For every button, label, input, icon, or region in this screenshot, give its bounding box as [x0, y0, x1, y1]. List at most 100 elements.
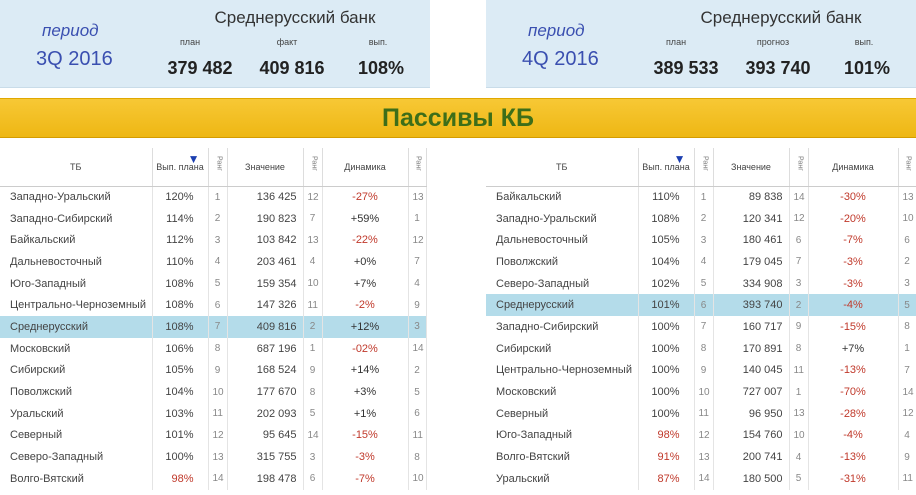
dynamics-cell: -3%	[808, 272, 899, 295]
plan-completion-cell: 108%	[152, 272, 209, 295]
dynamics-rank-cell: 9	[898, 446, 916, 468]
sort-desc-icon[interactable]: ▼	[187, 152, 200, 166]
table-row[interactable]: Северный 100% 11 96 950 13 -28% 12	[486, 402, 916, 425]
value-cell: 160 717	[713, 316, 790, 338]
dynamics-cell: -30%	[808, 186, 899, 208]
period-value[interactable]: 4Q 2016	[522, 48, 599, 70]
tb-name-cell: Волго-Вятский	[0, 467, 153, 490]
table-row[interactable]: Центрально-Черноземный 100% 9 140 045 11 -13%…	[486, 359, 916, 382]
value-rank-cell: 10	[303, 272, 323, 295]
table-row[interactable]: Дальневосточный 110% 4 203 461 4 +0% 7	[0, 251, 427, 273]
value-rank-cell: 7	[789, 251, 809, 273]
plan-completion-cell: 98%	[638, 424, 695, 447]
header-rank: Ранг	[208, 148, 228, 187]
table-row[interactable]: Среднерусский 108% 7 409 816 2 +12% 3	[0, 316, 427, 338]
plan-completion-cell: 110%	[638, 186, 695, 208]
plan-rank-cell: 7	[208, 316, 228, 338]
dynamics-rank-cell: 8	[898, 316, 916, 338]
table-row[interactable]: Московский 100% 10 727 007 1 -70% 14	[486, 381, 916, 403]
value-cell: 154 760	[713, 424, 790, 447]
table-row[interactable]: Московский 106% 8 687 196 1 -02% 14	[0, 337, 427, 360]
sort-desc-icon[interactable]: ▼	[673, 152, 686, 166]
plan-rank-cell: 11	[208, 402, 228, 425]
ranking-table-4q: ТБ Вып. плана ▼ Ранг Значение Ранг Динами…	[486, 148, 916, 490]
value-cell: 95 645	[227, 424, 304, 447]
dynamics-cell: -70%	[808, 381, 899, 403]
table-row[interactable]: Байкальский 110% 1 89 838 14 -30% 13	[486, 186, 916, 208]
table-row[interactable]: Северо-Западный 102% 5 334 908 3 -3% 3	[486, 272, 916, 295]
value-cell: 202 093	[227, 402, 304, 425]
value-cell: 168 524	[227, 359, 304, 382]
table-row[interactable]: Поволжский 104% 10 177 670 8 +3% 5	[0, 381, 427, 403]
plan-completion-cell: 104%	[638, 251, 695, 273]
value-cell: 96 950	[713, 402, 790, 425]
dynamics-cell: -4%	[808, 424, 899, 447]
plan-completion-cell: 100%	[638, 402, 695, 425]
kpi-panel-3q: период 3Q 2016 Среднерусский банк план ф…	[0, 0, 430, 88]
table-row[interactable]: Западно-Сибирский 114% 2 190 823 7 +59% 1	[0, 207, 427, 230]
plan-rank-cell: 6	[694, 294, 714, 317]
table-row[interactable]: Северный 101% 12 95 645 14 -15% 11	[0, 424, 427, 447]
table-row[interactable]: Уральский 87% 14 180 500 5 -31% 11	[486, 467, 916, 490]
header-value[interactable]: Значение	[227, 148, 304, 187]
rank-label: Ранг	[904, 156, 912, 171]
dynamics-rank-cell: 5	[898, 294, 916, 317]
value-cell: 190 823	[227, 207, 304, 230]
plan-completion-cell: 102%	[638, 272, 695, 295]
table-row[interactable]: Сибирский 100% 8 170 891 8 +7% 1	[486, 337, 916, 360]
dynamics-rank-cell: 7	[898, 359, 916, 382]
tb-name-cell: Сибирский	[0, 359, 153, 382]
header-dynamics[interactable]: Динамика	[322, 148, 409, 187]
value-rank-cell: 14	[303, 424, 323, 447]
header-plan-completion[interactable]: Вып. плана ▼	[152, 148, 209, 187]
plan-completion-cell: 91%	[638, 446, 695, 468]
table-row[interactable]: Байкальский 112% 3 103 842 13 -22% 12	[0, 229, 427, 252]
plan-completion-cell: 100%	[638, 316, 695, 338]
value-cell: 687 196	[227, 337, 304, 360]
table-row[interactable]: Волго-Вятский 91% 13 200 741 4 -13% 9	[486, 446, 916, 468]
plan-completion-cell: 100%	[638, 381, 695, 403]
dynamics-cell: -15%	[808, 316, 899, 338]
completion-label: вып.	[368, 37, 388, 47]
plan-rank-cell: 11	[694, 402, 714, 425]
dynamics-cell: +12%	[322, 316, 409, 338]
table-row[interactable]: Юго-Западный 108% 5 159 354 10 +7% 4	[0, 272, 427, 295]
table-row[interactable]: Волго-Вятский 98% 14 198 478 6 -7% 10	[0, 467, 427, 490]
value-rank-cell: 11	[789, 359, 809, 382]
header-tb[interactable]: ТБ	[0, 148, 153, 187]
table-row[interactable]: Среднерусский 101% 6 393 740 2 -4% 5	[486, 294, 916, 317]
value-cell: 203 461	[227, 251, 304, 273]
table-row[interactable]: Центрально-Черноземный 108% 6 147 326 11 -2% 9	[0, 294, 427, 317]
header-tb[interactable]: ТБ	[486, 148, 639, 187]
header-dynamics[interactable]: Динамика	[808, 148, 899, 187]
plan-rank-cell: 13	[694, 446, 714, 468]
header-value[interactable]: Значение	[713, 148, 790, 187]
dynamics-cell: -2%	[322, 294, 409, 317]
table-row[interactable]: Поволжский 104% 4 179 045 7 -3% 2	[486, 251, 916, 273]
table-row[interactable]: Дальневосточный 105% 3 180 461 6 -7% 6	[486, 229, 916, 252]
plan-rank-cell: 13	[208, 446, 228, 468]
dynamics-cell: -13%	[808, 446, 899, 468]
period-value[interactable]: 3Q 2016	[36, 48, 113, 70]
table-row[interactable]: Северо-Западный 100% 13 315 755 3 -3% 8	[0, 446, 427, 468]
plan-completion-cell: 108%	[152, 294, 209, 317]
value-rank-cell: 8	[789, 337, 809, 360]
header-plan-completion[interactable]: Вып. плана ▼	[638, 148, 695, 187]
rank-label: Ранг	[796, 156, 804, 171]
table-row[interactable]: Западно-Сибирский 100% 7 160 717 9 -15% 8	[486, 316, 916, 338]
value-cell: 103 842	[227, 229, 304, 252]
dynamics-cell: -7%	[808, 229, 899, 252]
dynamics-cell: +7%	[322, 272, 409, 295]
dynamics-rank-cell: 5	[408, 381, 427, 403]
table-row[interactable]: Уральский 103% 11 202 093 5 +1% 6	[0, 402, 427, 425]
dynamics-cell: +14%	[322, 359, 409, 382]
tb-name-cell: Дальневосточный	[486, 229, 639, 252]
table-row[interactable]: Сибирский 105% 9 168 524 9 +14% 2	[0, 359, 427, 382]
plan-completion-cell: 101%	[152, 424, 209, 447]
table-row[interactable]: Западно-Уральский 120% 1 136 425 12 -27% 13	[0, 186, 427, 208]
table-row[interactable]: Юго-Западный 98% 12 154 760 10 -4% 4	[486, 424, 916, 447]
table-row[interactable]: Западно-Уральский 108% 2 120 341 12 -20% 10	[486, 207, 916, 230]
plan-completion-cell: 87%	[638, 467, 695, 490]
dynamics-cell: -13%	[808, 359, 899, 382]
plan-rank-cell: 3	[694, 229, 714, 252]
